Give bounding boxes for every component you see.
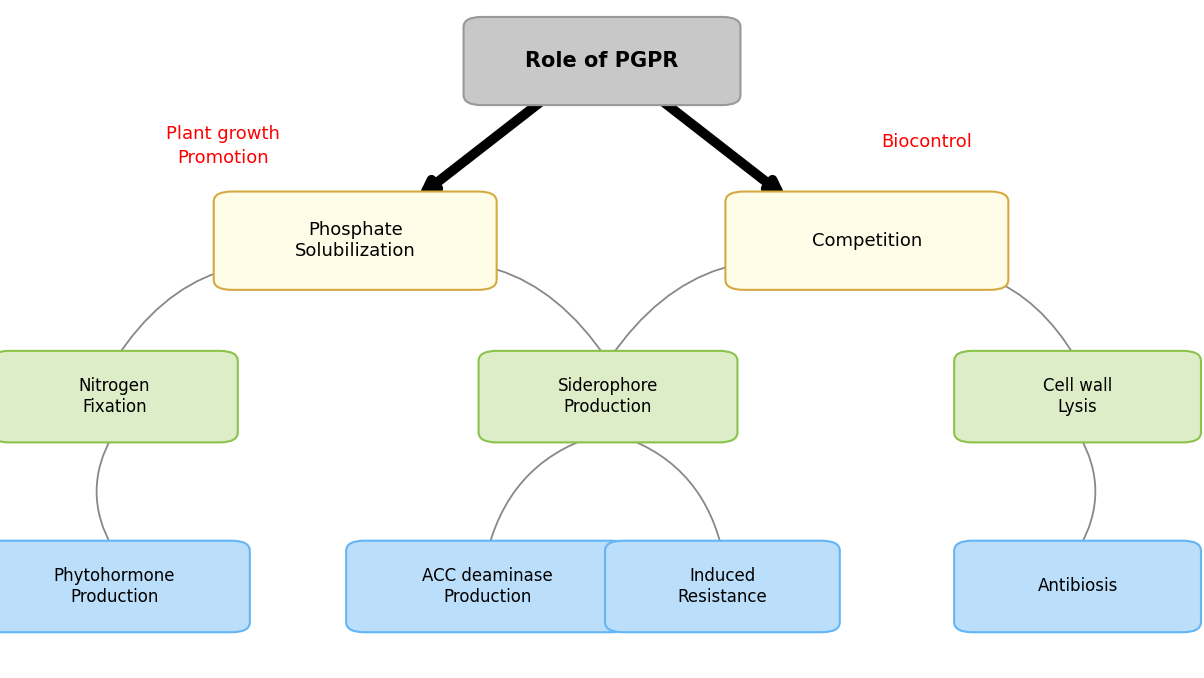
FancyBboxPatch shape bbox=[478, 351, 737, 443]
Text: Plant growth
Promotion: Plant growth Promotion bbox=[166, 125, 279, 167]
FancyArrowPatch shape bbox=[96, 435, 113, 549]
Text: Nitrogen
Fixation: Nitrogen Fixation bbox=[78, 377, 150, 416]
Text: Antibiosis: Antibiosis bbox=[1038, 578, 1117, 595]
FancyBboxPatch shape bbox=[347, 541, 628, 632]
FancyBboxPatch shape bbox=[954, 351, 1202, 443]
Text: Phosphate
Solubilization: Phosphate Solubilization bbox=[295, 221, 415, 260]
FancyBboxPatch shape bbox=[0, 541, 250, 632]
Text: ACC deaminase
Production: ACC deaminase Production bbox=[423, 567, 553, 606]
FancyArrowPatch shape bbox=[1079, 435, 1096, 549]
FancyBboxPatch shape bbox=[606, 541, 840, 632]
FancyArrowPatch shape bbox=[869, 268, 1076, 359]
FancyBboxPatch shape bbox=[464, 17, 740, 105]
FancyBboxPatch shape bbox=[0, 351, 238, 443]
FancyArrowPatch shape bbox=[489, 433, 606, 549]
FancyArrowPatch shape bbox=[116, 264, 353, 359]
FancyBboxPatch shape bbox=[214, 191, 496, 290]
FancyBboxPatch shape bbox=[954, 541, 1202, 632]
Text: Phytohormone
Production: Phytohormone Production bbox=[54, 567, 175, 606]
Text: Induced
Resistance: Induced Resistance bbox=[678, 567, 767, 606]
FancyArrowPatch shape bbox=[610, 433, 721, 549]
Text: Siderophore
Production: Siderophore Production bbox=[557, 377, 659, 416]
Text: Role of PGPR: Role of PGPR bbox=[525, 51, 679, 71]
Text: Biocontrol: Biocontrol bbox=[881, 134, 973, 151]
Text: Competition: Competition bbox=[811, 232, 922, 250]
FancyArrowPatch shape bbox=[358, 262, 607, 359]
Text: Cell wall
Lysis: Cell wall Lysis bbox=[1043, 377, 1112, 416]
FancyArrowPatch shape bbox=[609, 260, 864, 359]
FancyBboxPatch shape bbox=[725, 191, 1008, 290]
